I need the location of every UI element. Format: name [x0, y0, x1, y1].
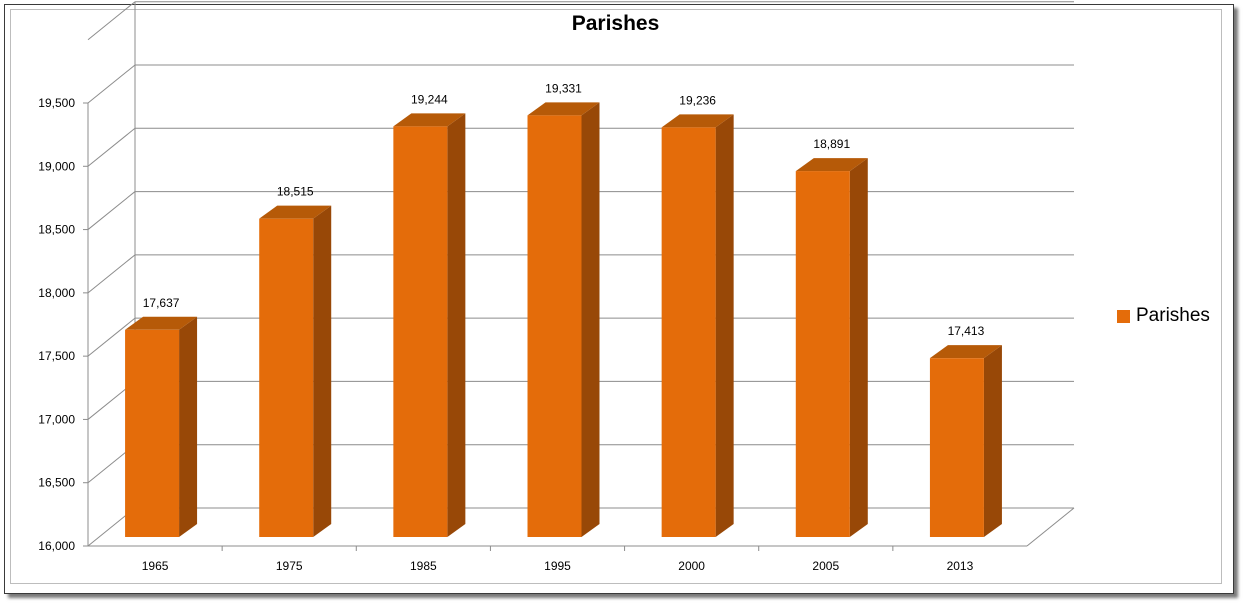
bar-front — [929, 358, 984, 537]
y-tick-label: 18,000 — [38, 286, 75, 300]
bar-side — [849, 158, 868, 537]
bar-1995 — [527, 102, 600, 538]
legend: Parishes — [1117, 305, 1210, 327]
bar-top — [527, 102, 600, 116]
side-wall-gridline — [87, 254, 136, 294]
bar-top — [929, 345, 1002, 359]
bar-1975 — [259, 205, 332, 537]
y-tick-label: 17,000 — [38, 412, 75, 426]
y-axis-ticks: 16,000 16,500 17,000 17,500 18,000 18,500 19,0… — [38, 96, 88, 553]
side-wall-gridline — [87, 64, 136, 104]
y-tick-label: 19,500 — [38, 96, 75, 110]
x-tick-label-2000: 2000 — [678, 559, 705, 573]
side-wall-gridline — [87, 1, 136, 41]
x-tick-label-1975: 1975 — [276, 559, 303, 573]
bar-front — [527, 115, 582, 538]
x-tick-label-1985: 1985 — [410, 559, 437, 573]
bar-front — [661, 127, 716, 537]
bar-2013 — [929, 345, 1002, 537]
bar-front — [259, 218, 314, 537]
y-tick-label: 19,000 — [38, 159, 75, 173]
y-tick-label: 16,000 — [38, 539, 75, 553]
bar-side — [179, 316, 198, 537]
bar-top — [125, 316, 198, 330]
x-axis-ticks: 1965 1975 1985 1995 2000 2005 2013 — [142, 546, 974, 573]
x-tick-label-1965: 1965 — [142, 559, 169, 573]
data-label-2013: 17,413 — [948, 324, 985, 338]
y-tick-label: 17,500 — [38, 349, 75, 363]
legend-label: Parishes — [1136, 305, 1210, 326]
y-tick-label: 16,500 — [38, 476, 75, 490]
bar-top — [393, 113, 466, 127]
bar-side — [715, 114, 734, 537]
bar-side — [983, 345, 1002, 537]
bar-2005 — [795, 158, 868, 537]
legend-swatch — [1117, 309, 1130, 323]
data-labels: 17,637 18,515 19,244 19,331 19,236 18,891 17,4… — [143, 81, 985, 338]
data-label-1985: 19,244 — [411, 92, 448, 106]
bar-1985 — [393, 113, 466, 537]
bars — [125, 102, 1002, 538]
data-label-1995: 19,331 — [545, 81, 582, 95]
chart-title: Parishes — [571, 12, 660, 35]
data-label-1965: 17,637 — [143, 296, 180, 310]
bar-top — [661, 114, 734, 128]
bar-1965 — [125, 316, 198, 537]
bar-front — [393, 126, 448, 537]
data-label-2000: 19,236 — [679, 93, 716, 107]
bar-2000 — [661, 114, 734, 537]
floor-edge — [1026, 507, 1075, 547]
data-label-2005: 18,891 — [813, 137, 850, 151]
x-tick-label-1995: 1995 — [544, 559, 571, 573]
chart-area — [10, 9, 1222, 584]
side-wall-gridline — [87, 191, 136, 230]
bar-side — [581, 102, 600, 538]
side-wall-gridline — [87, 127, 136, 167]
bar-top — [259, 205, 332, 219]
bar-side — [447, 113, 466, 537]
data-label-1975: 18,515 — [277, 185, 314, 199]
side-wall-gridline — [87, 317, 136, 357]
x-tick-label-2005: 2005 — [812, 559, 839, 573]
bar-front — [795, 171, 850, 537]
bar-top — [795, 158, 868, 172]
bar-side — [313, 205, 332, 537]
bar-front — [125, 329, 180, 537]
x-tick-label-2013: 2013 — [947, 559, 974, 573]
y-tick-label: 18,500 — [38, 223, 75, 237]
